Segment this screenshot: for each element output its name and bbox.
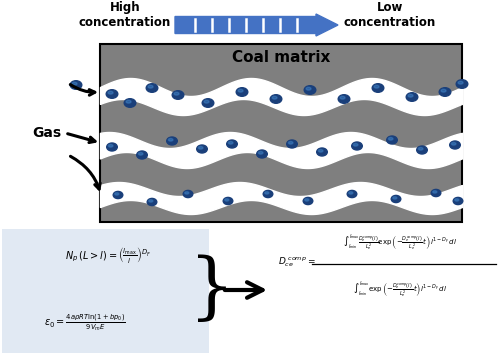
Text: Gas: Gas xyxy=(32,126,62,140)
Ellipse shape xyxy=(147,198,157,206)
Ellipse shape xyxy=(391,195,401,203)
Ellipse shape xyxy=(347,190,357,198)
Ellipse shape xyxy=(270,95,282,103)
Ellipse shape xyxy=(106,90,118,98)
FancyArrow shape xyxy=(175,14,338,36)
Ellipse shape xyxy=(318,149,323,152)
Ellipse shape xyxy=(238,89,243,92)
Ellipse shape xyxy=(108,144,113,147)
Ellipse shape xyxy=(138,153,143,155)
Ellipse shape xyxy=(225,199,229,201)
Ellipse shape xyxy=(136,151,147,159)
Ellipse shape xyxy=(228,142,233,144)
Ellipse shape xyxy=(408,94,413,97)
Ellipse shape xyxy=(72,82,77,85)
Ellipse shape xyxy=(433,191,437,193)
Text: }: } xyxy=(189,255,235,325)
Ellipse shape xyxy=(288,142,293,144)
Ellipse shape xyxy=(236,88,248,96)
Ellipse shape xyxy=(124,99,136,107)
Ellipse shape xyxy=(374,85,379,88)
Ellipse shape xyxy=(172,91,184,99)
Ellipse shape xyxy=(113,191,123,198)
Ellipse shape xyxy=(166,137,177,145)
Ellipse shape xyxy=(450,141,460,149)
Ellipse shape xyxy=(304,86,316,94)
Ellipse shape xyxy=(439,88,451,96)
Ellipse shape xyxy=(418,147,423,150)
Ellipse shape xyxy=(303,197,313,204)
Ellipse shape xyxy=(406,93,418,101)
Ellipse shape xyxy=(441,89,446,92)
Ellipse shape xyxy=(183,190,193,198)
Bar xyxy=(100,44,462,222)
Text: $\varepsilon_0=\frac{4a\rho RT\ln(1+bp_0)}{9V_m E}$: $\varepsilon_0=\frac{4a\rho RT\ln(1+bp_0… xyxy=(44,312,126,333)
Ellipse shape xyxy=(148,85,153,88)
Ellipse shape xyxy=(126,100,131,103)
Ellipse shape xyxy=(108,91,113,94)
Ellipse shape xyxy=(354,143,358,146)
FancyBboxPatch shape xyxy=(2,229,209,353)
Ellipse shape xyxy=(106,143,118,151)
Ellipse shape xyxy=(431,190,441,197)
Ellipse shape xyxy=(223,197,233,204)
Ellipse shape xyxy=(286,140,298,148)
Ellipse shape xyxy=(70,81,82,89)
Ellipse shape xyxy=(388,137,393,140)
Ellipse shape xyxy=(393,197,397,199)
Ellipse shape xyxy=(305,199,309,201)
Ellipse shape xyxy=(316,148,328,156)
Ellipse shape xyxy=(352,142,362,150)
Ellipse shape xyxy=(372,84,384,92)
Ellipse shape xyxy=(386,136,398,144)
Ellipse shape xyxy=(416,146,428,154)
Ellipse shape xyxy=(340,96,345,99)
Text: Coal matrix: Coal matrix xyxy=(232,49,330,65)
Ellipse shape xyxy=(306,87,311,90)
Text: High
concentration: High concentration xyxy=(79,1,171,29)
Ellipse shape xyxy=(115,193,119,195)
Text: Low
concentration: Low concentration xyxy=(344,1,436,29)
Ellipse shape xyxy=(456,80,468,88)
Ellipse shape xyxy=(149,200,153,202)
Ellipse shape xyxy=(202,99,214,107)
Ellipse shape xyxy=(265,192,269,194)
Ellipse shape xyxy=(349,192,353,194)
Ellipse shape xyxy=(226,140,237,148)
Ellipse shape xyxy=(272,96,277,99)
Ellipse shape xyxy=(263,190,273,198)
Ellipse shape xyxy=(185,192,189,194)
Ellipse shape xyxy=(198,147,203,149)
Ellipse shape xyxy=(455,199,459,201)
Ellipse shape xyxy=(452,142,456,145)
Ellipse shape xyxy=(458,81,463,84)
Ellipse shape xyxy=(453,197,463,204)
Ellipse shape xyxy=(204,100,209,103)
Text: $N_p\,(L>l)=\left(\frac{l_{\rm max}}{l}\right)^{D_F}$: $N_p\,(L>l)=\left(\frac{l_{\rm max}}{l}\… xyxy=(65,245,151,265)
Ellipse shape xyxy=(146,84,158,92)
Text: $D_{ce}^{\ comp}=$: $D_{ce}^{\ comp}=$ xyxy=(278,255,316,269)
Ellipse shape xyxy=(196,145,207,153)
Text: $\int_{l_{\rm min}}^{l_{\rm max}}\exp\left(-\frac{D_e^{comp}(l)}{L_e^{2}}\,t\rig: $\int_{l_{\rm min}}^{l_{\rm max}}\exp\le… xyxy=(353,280,447,300)
Ellipse shape xyxy=(338,95,350,103)
Text: $\int_{l_{\rm min}}^{l_{\rm max}}\frac{D_e^{comp}(l)}{L_e^{2}}\exp\left(-\frac{D: $\int_{l_{\rm min}}^{l_{\rm max}}\frac{D… xyxy=(343,233,457,253)
Ellipse shape xyxy=(256,150,268,158)
Ellipse shape xyxy=(258,152,263,154)
Ellipse shape xyxy=(168,138,173,141)
Ellipse shape xyxy=(174,92,179,95)
